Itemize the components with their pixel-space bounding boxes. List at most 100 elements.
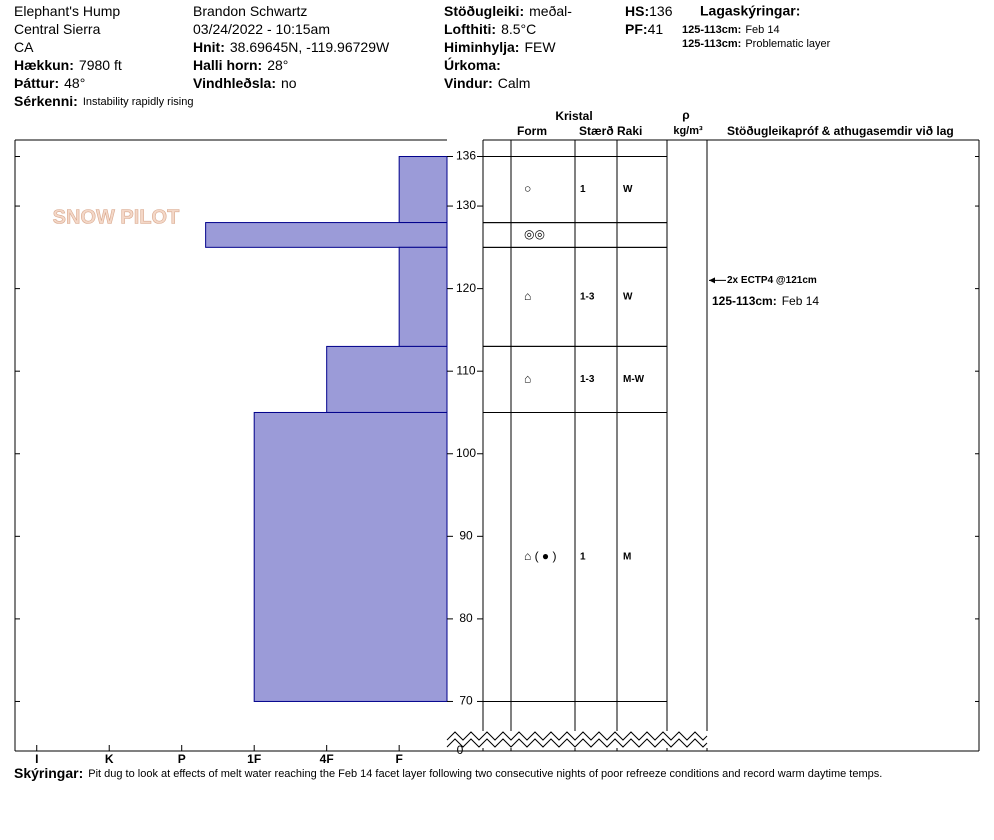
y-tick-label: 70 bbox=[459, 694, 473, 708]
header-line: Elephant's Hump bbox=[14, 3, 120, 19]
header-value: 03/24/2022 - 10:15am bbox=[193, 21, 330, 37]
y-tick-label: 110 bbox=[456, 363, 475, 377]
header-value: Elephant's Hump bbox=[14, 3, 120, 19]
header-value: 41 bbox=[648, 21, 664, 37]
hardness-bar bbox=[398, 246, 448, 347]
header-label: Hnit: bbox=[193, 39, 225, 55]
header-value: no bbox=[281, 75, 297, 91]
header-label: Lofthiti: bbox=[444, 21, 496, 37]
hardness-bar bbox=[326, 345, 448, 413]
y-tick-label: 130 bbox=[456, 198, 476, 212]
legend-label: 125-113cm: bbox=[682, 38, 741, 50]
comment-value: Feb 14 bbox=[782, 294, 820, 308]
x-tick-label: K bbox=[105, 752, 114, 766]
header-label: Vindhleðsla: bbox=[193, 75, 276, 91]
moisture: M bbox=[623, 552, 631, 563]
y-tick-label: 80 bbox=[459, 611, 473, 625]
header-value: 28° bbox=[267, 57, 288, 73]
notes: Skýringar: Pit dug to look at effects of … bbox=[14, 765, 882, 781]
notes-label: Skýringar: bbox=[14, 765, 83, 781]
header-label: Þáttur: bbox=[14, 75, 59, 91]
table-header: Raki bbox=[617, 124, 642, 138]
legend-entry: 125-113cm: Problematic layer bbox=[682, 38, 831, 50]
header-line: Þáttur: 48° bbox=[14, 75, 85, 91]
header-line: Himinhylja: FEW bbox=[444, 39, 556, 55]
header-value: CA bbox=[14, 39, 34, 55]
header-line: HS:136 bbox=[625, 3, 673, 19]
y-tick-label: 120 bbox=[456, 281, 476, 295]
moisture: W bbox=[623, 292, 633, 303]
y-tick-label: 100 bbox=[456, 446, 476, 460]
header-label: Stöðugleiki: bbox=[444, 3, 524, 19]
legend-label: 125-113cm: bbox=[682, 24, 741, 36]
header-line: Vindur: Calm bbox=[444, 75, 530, 91]
table-header: Stærð bbox=[579, 124, 614, 138]
moisture: W bbox=[623, 184, 633, 195]
header-label: Himinhylja: bbox=[444, 39, 519, 55]
layer-comment: 125-113cm: Feb 14 bbox=[712, 294, 819, 308]
grain-size: 1-3 bbox=[580, 374, 595, 385]
header-value: 48° bbox=[64, 75, 85, 91]
header-line: Hnit: 38.69645N, -119.96729W bbox=[193, 39, 390, 55]
test-result: 2x ECTP4 @121cm bbox=[727, 275, 817, 286]
table-header: kg/m³ bbox=[673, 125, 703, 137]
header-label: Hækkun: bbox=[14, 57, 74, 73]
break-zigzag bbox=[446, 731, 708, 741]
legend-value: Feb 14 bbox=[745, 24, 779, 36]
header-label: Úrkoma: bbox=[444, 56, 501, 73]
hardness-bar bbox=[398, 156, 448, 224]
grain-size: 1 bbox=[580, 552, 586, 563]
x-tick-label: F bbox=[395, 752, 402, 766]
header-label: PF: bbox=[625, 21, 648, 37]
hardness-bar bbox=[205, 222, 448, 248]
grain-form: ⌂ ( ● ) bbox=[524, 549, 557, 563]
header-value: 8.5°C bbox=[501, 21, 536, 37]
header-label: Sérkenni: bbox=[14, 93, 78, 109]
grain-form: ⌂ bbox=[524, 372, 531, 386]
header-line: Sérkenni: Instability rapidly rising bbox=[14, 93, 193, 109]
header-line: Stöðugleiki: meðal- bbox=[444, 3, 572, 19]
table-header: Stöðugleikapróf & athugasemdir við lag bbox=[727, 124, 954, 138]
header-line: CA bbox=[14, 39, 34, 55]
notes-value: Pit dug to look at effects of melt water… bbox=[88, 768, 882, 780]
header-label: Vindur: bbox=[444, 75, 493, 91]
header-value: Instability rapidly rising bbox=[83, 96, 194, 108]
grain-form: ⌂ bbox=[524, 289, 531, 303]
header-value: FEW bbox=[524, 39, 556, 55]
x-tick-label: 4F bbox=[320, 752, 334, 766]
header-line: PF:41 bbox=[625, 21, 663, 37]
y-tick-label: 90 bbox=[459, 528, 473, 542]
header-line: Brandon Schwartz bbox=[193, 3, 307, 19]
header-line: Lofthiti: 8.5°C bbox=[444, 21, 536, 37]
break-zigzag bbox=[446, 738, 708, 748]
table-grid bbox=[482, 140, 980, 751]
header-line: Vindhleðsla: no bbox=[193, 75, 297, 91]
x-tick-label: P bbox=[178, 752, 186, 766]
table-header: Form bbox=[517, 124, 547, 138]
legend-entry: 125-113cm: Feb 14 bbox=[682, 24, 780, 36]
legend-title: Lagaskýringar: bbox=[700, 3, 800, 19]
header-line: Hækkun: 7980 ft bbox=[14, 57, 122, 73]
table-header: Kristal bbox=[555, 109, 592, 123]
y-tick-label: 136 bbox=[456, 149, 476, 163]
grain-size: 1 bbox=[580, 184, 586, 195]
header-value: Calm bbox=[498, 75, 531, 91]
header-line: Central Sierra bbox=[14, 21, 101, 37]
header-value: 136 bbox=[649, 3, 673, 19]
grain-size: 1-3 bbox=[580, 292, 595, 303]
header-label: Halli horn: bbox=[193, 57, 262, 73]
moisture: M-W bbox=[623, 374, 645, 385]
header-value: 38.69645N, -119.96729W bbox=[230, 39, 390, 55]
comment-label: 125-113cm: bbox=[712, 294, 777, 308]
ground-label: 0 bbox=[457, 743, 464, 757]
hardness-bar bbox=[253, 411, 448, 702]
legend-value: Problematic layer bbox=[745, 38, 830, 50]
grain-form: ◎◎ bbox=[524, 227, 545, 241]
header-label: HS: bbox=[625, 3, 649, 19]
header-value: Central Sierra bbox=[14, 21, 101, 37]
header-line: 03/24/2022 - 10:15am bbox=[193, 21, 330, 37]
comment-header-clip: Stöðugleikapróf & athugasemdir við lag bbox=[727, 124, 954, 138]
logo: SNOW PILOT bbox=[53, 206, 180, 228]
x-tick-label: I bbox=[35, 752, 38, 766]
